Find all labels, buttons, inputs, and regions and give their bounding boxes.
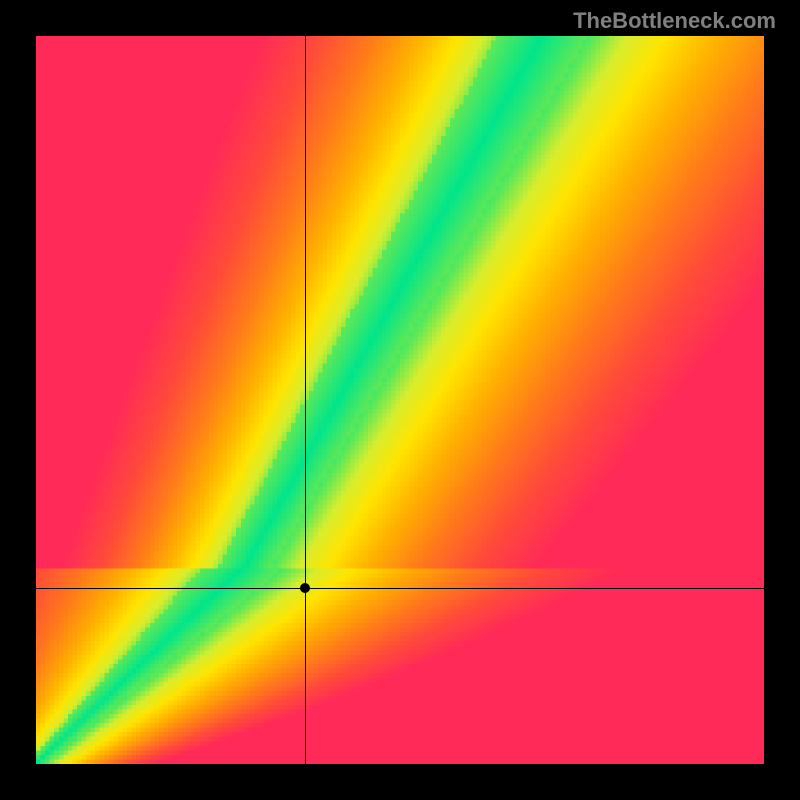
crosshair-horizontal [36,588,764,589]
bottleneck-heatmap-plot [36,36,764,764]
crosshair-vertical [305,36,306,764]
heatmap-canvas [36,36,764,764]
watermark-text: TheBottleneck.com [573,8,776,34]
selection-marker [300,583,310,593]
